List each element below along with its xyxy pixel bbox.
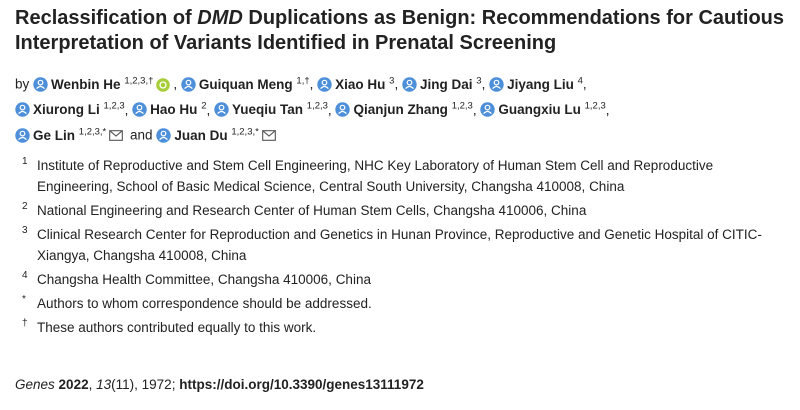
doi-link[interactable]: https://doi.org/10.3390/genes13111972 [179,377,424,392]
affiliation-marker: * [22,294,26,305]
affiliation-marks: 1,† [296,75,310,86]
author-name[interactable]: Guiquan Meng [198,76,293,92]
author[interactable]: Yueqiu Tan 1,2,3 [214,100,328,117]
affiliation: 1 Institute of Reproductive and Stem Cell… [22,155,782,197]
title-text: Reclassification of [15,7,192,29]
affiliation-text: Changsha Health Committee, Changsha 4100… [37,272,371,287]
author-icon [214,102,229,117]
affiliation-marker: † [22,318,28,329]
author[interactable]: Qianjun Zhang 1,2,3 [335,100,473,117]
affiliation: 4 Changsha Health Committee, Changsha 410… [22,269,782,290]
title-italic: DMD [197,7,243,29]
author-icon [402,76,417,92]
title-text: Duplications as Benign: Recommendations … [15,7,785,54]
orcid-icon[interactable] [156,77,171,92]
author-name[interactable]: Yueqiu Tan [232,102,304,117]
affiliation-marks: 1,2,3 [451,100,473,112]
affiliation-marks: 1,2,3,* [231,126,259,137]
author-icon [132,102,147,117]
affiliation-text: These authors contributed equally to thi… [37,320,317,335]
author[interactable]: Jing Dai 3 [402,75,482,92]
by-label: by [15,76,30,92]
author-name[interactable]: Wenbin He [51,76,121,92]
separator: , [88,377,93,392]
affiliation-marks: 1,2,3,* [78,126,107,137]
author-name[interactable]: Xiao Hu [335,76,386,92]
affiliation-marks: 1,2,3 [306,100,328,112]
issue-pages: (11), 1972; [111,377,176,392]
author-name[interactable]: Qianjun Zhang [353,102,448,117]
author[interactable]: Xiao Hu 3 [317,75,395,92]
affiliation-text: Authors to whom correspondence should be… [37,296,372,311]
author-icon [317,76,332,92]
author[interactable]: Jiyang Liu 4 [489,75,583,92]
affiliations: 1 Institute of Reproductive and Stem Cell… [22,155,782,341]
affiliation: * Authors to whom correspondence should b… [22,293,782,314]
affiliation-text: National Engineering and Research Center… [37,203,587,218]
affiliation: 2 National Engineering and Research Cente… [22,200,782,221]
author[interactable]: Wenbin He 1,2,3,† [33,75,173,92]
affiliation-marker: 2 [22,201,28,212]
affiliation-marks: 2 [201,100,207,112]
affiliation-marker: 3 [22,225,28,236]
author-icon [335,102,351,117]
author-icon [489,76,504,92]
author-icon [156,127,172,143]
author-name[interactable]: Juan Du [174,127,228,143]
affiliation-marks: 3 [389,75,395,86]
journal: Genes [15,377,55,392]
author-icon [33,76,48,92]
affiliation-text: Clinical Research Center for Reproductio… [37,227,762,263]
affiliation: 3 Clinical Research Center for Reproducti… [22,224,782,266]
title: Reclassification of DMD Duplications as … [15,6,785,56]
author-name[interactable]: Guangxiu Lu [498,102,581,117]
affiliation-marker: 4 [22,270,28,281]
affiliation-marks: 1,2,3 [103,100,125,112]
author-name[interactable]: Hao Hu [150,102,198,117]
email-icon[interactable] [261,129,276,141]
affiliation-text: Institute of Reproductive and Stem Cell … [37,158,714,194]
author[interactable]: Guangxiu Lu 1,2,3 [480,100,606,117]
author[interactable]: Ge Lin 1,2,3,* [15,126,126,143]
author-icon [181,76,196,92]
author[interactable]: Guiquan Meng 1,† [181,75,310,92]
and-label: and [130,127,153,143]
author[interactable]: Juan Du 1,2,3,* [156,126,279,143]
affiliation-marks: 3 [476,75,482,86]
email-icon[interactable] [109,129,124,141]
affiliation-marks: 1,2,3,† [124,75,154,86]
author-name[interactable]: Ge Lin [33,127,76,143]
affiliation-marks: 1,2,3 [584,100,606,112]
affiliation-marker: 1 [22,156,28,167]
author-name[interactable]: Xiurong Li [33,102,100,117]
author-icon [15,102,30,117]
author-icon [15,127,30,143]
author-icon [480,102,496,117]
author[interactable]: Xiurong Li 1,2,3 [15,100,125,117]
volume: 13 [96,377,112,392]
affiliation-marks: 4 [577,75,583,86]
author-name[interactable]: Jiyang Liu [507,76,574,92]
affiliation: † These authors contributed equally to th… [22,317,782,338]
author-list: by Wenbin He 1,2,3,†, Guiquan Meng 1,†, … [15,75,610,143]
citation: Genes 2022, 13(11), 1972; https://doi.or… [15,377,424,392]
author-name[interactable]: Jing Dai [419,76,473,92]
author[interactable]: Hao Hu 2 [132,100,207,117]
year: 2022 [58,377,89,392]
